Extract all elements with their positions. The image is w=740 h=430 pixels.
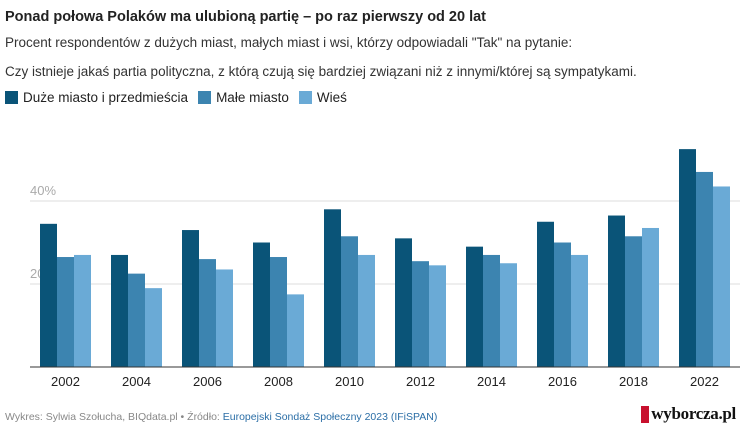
x-tick-label-2022: 2022 xyxy=(690,374,719,389)
bar-2010-series-2 xyxy=(341,236,358,367)
wyborcza-logo[interactable]: wyborcza.pl xyxy=(641,404,736,424)
logo-mark-icon xyxy=(641,405,650,423)
legend-swatch-small-town xyxy=(198,91,212,104)
x-tick-label-2010: 2010 xyxy=(335,374,364,389)
bar-2008-series-3 xyxy=(287,294,304,367)
bar-2022-series-2 xyxy=(696,171,713,367)
bar-2022-series-1 xyxy=(679,149,696,367)
bar-2010-series-3 xyxy=(358,254,375,367)
legend-swatch-large-city xyxy=(5,91,18,104)
bar-2002-series-3 xyxy=(74,254,91,367)
legend-item-village: Wieś xyxy=(298,90,347,105)
bar-2008-series-1 xyxy=(253,242,270,367)
x-tick-label-2008: 2008 xyxy=(264,374,293,389)
bar-2006-series-1 xyxy=(182,230,199,367)
bar-2002-series-1 xyxy=(40,223,57,367)
x-tick-label-2012: 2012 xyxy=(406,374,435,389)
source-link[interactable]: Europejski Sondaż Społeczny 2023 (IFiSPA… xyxy=(222,411,438,423)
logo-text: wyborcza.pl xyxy=(651,404,736,423)
legend-label-small-town: Małe miasto xyxy=(216,90,289,105)
chart-title: Ponad połowa Polaków ma ulubioną partię … xyxy=(5,9,487,25)
x-tick-label-2004: 2004 xyxy=(122,374,151,389)
bar-2012-series-1 xyxy=(395,238,412,367)
legend-label-large-city: Duże miasto i przedmieścia xyxy=(23,90,189,105)
bar-2004-series-1 xyxy=(111,254,128,367)
bar-2016-series-1 xyxy=(537,221,554,367)
bar-2010-series-1 xyxy=(324,209,341,367)
x-tick-label-2006: 2006 xyxy=(193,374,222,389)
bar-2014-series-3 xyxy=(500,263,517,367)
bar-2016-series-3 xyxy=(571,254,588,367)
bar-2004-series-3 xyxy=(145,288,162,367)
bar-2006-series-2 xyxy=(199,259,216,367)
y-tick-label-40: 40% xyxy=(30,183,56,198)
chart-subtitle-line-2: Czy istnieje jakaś partia polityczna, z … xyxy=(5,64,637,79)
x-tick-label-2014: 2014 xyxy=(477,374,506,389)
x-tick-label-2016: 2016 xyxy=(548,374,577,389)
x-tick-label-2018: 2018 xyxy=(619,374,648,389)
legend-swatch-village xyxy=(298,91,312,104)
bar-2014-series-1 xyxy=(466,246,483,367)
bar-2012-series-3 xyxy=(429,265,446,367)
bar-2014-series-2 xyxy=(483,254,500,367)
bar-2012-series-2 xyxy=(412,261,429,367)
bar-2018-series-1 xyxy=(608,215,625,367)
bar-2018-series-3 xyxy=(642,227,659,367)
bar-2004-series-2 xyxy=(128,273,145,367)
legend-item-large-city: Duże miasto i przedmieścia xyxy=(5,90,188,105)
legend: Duże miasto i przedmieścia Małe miasto W… xyxy=(5,90,357,105)
footer-credit: Wykres: Sylwia Szołucha, BIQdata.pl • Źr… xyxy=(5,411,437,423)
chart-subtitle-line-1: Procent respondentów z dużych miast, mał… xyxy=(5,35,573,50)
bar-2002-series-2 xyxy=(57,257,74,367)
legend-item-small-town: Małe miasto xyxy=(198,90,289,105)
bar-2016-series-2 xyxy=(554,242,571,367)
bar-2006-series-3 xyxy=(216,269,233,367)
bar-2008-series-2 xyxy=(270,257,287,367)
bar-2018-series-2 xyxy=(625,236,642,367)
x-tick-label-2002: 2002 xyxy=(51,374,80,389)
legend-label-village: Wieś xyxy=(316,90,347,105)
bar-2022-series-3 xyxy=(713,186,730,367)
footer-credit-text: Wykres: Sylwia Szołucha, BIQdata.pl • Źr… xyxy=(5,411,223,423)
